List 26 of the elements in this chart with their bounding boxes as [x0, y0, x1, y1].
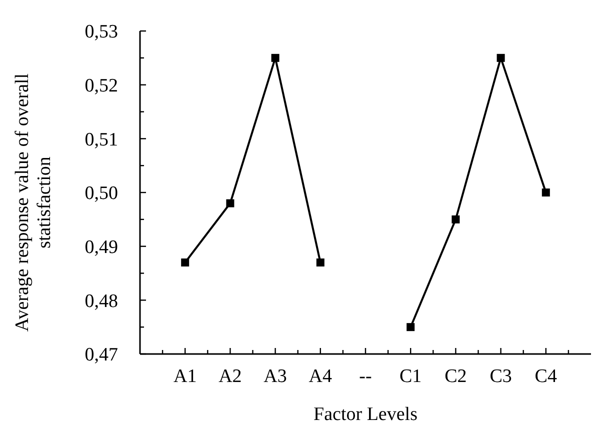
y-tick-label: 0,50 — [84, 183, 118, 204]
y-tick-label: 0,53 — [84, 22, 118, 43]
y-tick-label: 0,51 — [84, 129, 118, 150]
point — [496, 54, 505, 62]
x-tick-label: -- — [359, 366, 372, 387]
y-tick-label: 0,49 — [84, 236, 118, 258]
x-tick-label: A2 — [218, 366, 242, 387]
x-tick-label: A1 — [173, 366, 197, 387]
point — [271, 54, 280, 62]
x-tick-label: C1 — [400, 366, 422, 387]
x-axis-title: Factor Levels — [314, 404, 418, 425]
point — [452, 215, 460, 224]
point — [542, 188, 550, 196]
point — [406, 323, 415, 332]
point — [181, 258, 190, 266]
x-tick-label: A4 — [308, 366, 333, 387]
y-axis-title: Average response value of overall statisfaction — [12, 73, 55, 332]
x-tick-label: A3 — [264, 366, 287, 387]
x-tick-label: C4 — [534, 366, 558, 387]
y-tick-label: 0,47 — [84, 344, 118, 366]
x-tick-label: C3 — [490, 366, 512, 387]
x-tick-label: C2 — [444, 366, 467, 387]
y-tick-label: 0,48 — [84, 290, 118, 312]
point — [316, 258, 324, 266]
point — [226, 199, 234, 208]
y-tick-label: 0,52 — [84, 75, 118, 96]
